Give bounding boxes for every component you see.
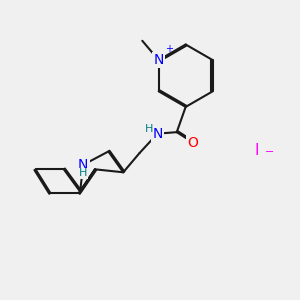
Text: N: N [152,127,163,141]
Text: I: I [255,142,259,158]
Text: +: + [165,44,173,54]
Text: −: − [264,147,274,158]
Text: H: H [145,124,153,134]
Text: N: N [154,53,164,67]
Text: O: O [188,136,199,150]
Text: H: H [79,168,87,178]
Text: N: N [78,158,88,172]
